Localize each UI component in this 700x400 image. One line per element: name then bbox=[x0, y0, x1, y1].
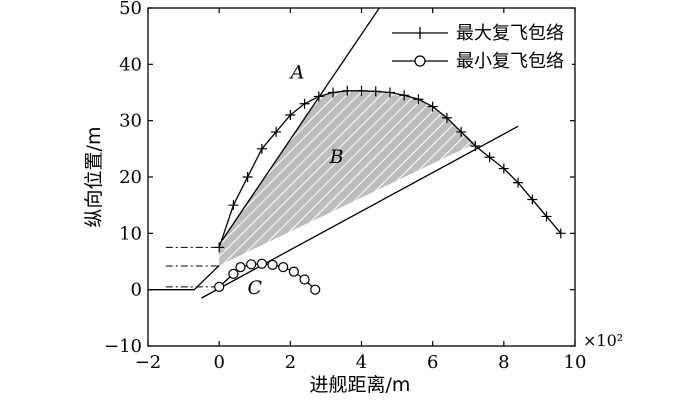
series-max-point-5 bbox=[285, 110, 296, 121]
series-max-point-16 bbox=[441, 112, 452, 123]
x-tick-label-6: 10 bbox=[564, 352, 587, 373]
upper-boundary-line bbox=[218, 8, 380, 245]
series-min-point-2 bbox=[235, 262, 246, 273]
series-max-point-9 bbox=[342, 85, 353, 96]
series-min-point-0 bbox=[214, 281, 225, 292]
y-tick-label-3: 20 bbox=[119, 167, 142, 188]
series-min-point-4 bbox=[256, 258, 267, 269]
y-tick-label-5: 40 bbox=[119, 54, 142, 75]
series-max-point-3 bbox=[256, 143, 267, 154]
series-max-point-24 bbox=[555, 228, 566, 239]
series-min-point-1 bbox=[228, 268, 239, 279]
legend-marker-min bbox=[414, 55, 426, 67]
series-max-point-10 bbox=[356, 85, 367, 96]
legend-label-min: 最小复飞包络 bbox=[456, 51, 564, 72]
series-max-point-4 bbox=[271, 126, 282, 137]
series-min-point-3 bbox=[246, 259, 257, 270]
x-axis-scale-note: ×10² bbox=[583, 331, 623, 350]
series-max-point-11 bbox=[370, 86, 381, 97]
series-max-point-2 bbox=[242, 172, 253, 182]
series-max-point-8 bbox=[328, 87, 339, 98]
axes bbox=[147, 7, 576, 347]
series-max-point-22 bbox=[527, 194, 538, 205]
x-tick-label-2: 2 bbox=[285, 352, 296, 373]
series-max-point-20 bbox=[498, 163, 509, 174]
series-max-point-6 bbox=[299, 98, 310, 109]
series-max-point-1 bbox=[228, 200, 239, 211]
legend-box bbox=[382, 14, 572, 78]
x-tick-label-0: −2 bbox=[135, 352, 162, 373]
plot-area bbox=[148, 8, 566, 299]
series-min-point-5 bbox=[267, 259, 278, 270]
series-max-point-15 bbox=[427, 101, 438, 112]
y-tick-label-1: 0 bbox=[131, 280, 142, 301]
series-max-point-13 bbox=[399, 90, 410, 101]
series-max-point-19 bbox=[484, 152, 495, 163]
series-min-point-6 bbox=[278, 262, 289, 273]
annotation-A: A bbox=[289, 61, 305, 83]
series-max-point-18 bbox=[470, 141, 481, 152]
y-tick-label-2: 10 bbox=[119, 223, 142, 244]
y-tick-label-0: −10 bbox=[104, 336, 142, 357]
base-link-line bbox=[193, 264, 220, 291]
legend: 最大复飞包络 最小复飞包络 bbox=[382, 14, 572, 78]
legend-label-max: 最大复飞包络 bbox=[456, 23, 564, 44]
series-max-point-23 bbox=[541, 211, 552, 222]
series-max-point-12 bbox=[384, 87, 395, 98]
series-max-point-21 bbox=[513, 177, 524, 188]
x-tick-label-1: 0 bbox=[213, 352, 224, 373]
series-max-point-7 bbox=[313, 91, 324, 102]
tick-labels: A B C −2 0 2 4 6 8 10 −10 0 10 20 30 40 50 bbox=[104, 0, 586, 373]
series-max-point-14 bbox=[413, 94, 424, 105]
series-min-point-9 bbox=[310, 284, 321, 295]
x-tick-label-5: 8 bbox=[498, 352, 509, 373]
shaded-region bbox=[219, 90, 476, 266]
y-axis-title: 纵向位置/m bbox=[83, 127, 105, 228]
annotation-C: C bbox=[247, 277, 262, 299]
x-tick-label-3: 4 bbox=[356, 352, 367, 373]
series-max-point-0 bbox=[214, 242, 225, 253]
series-min-point-8 bbox=[299, 274, 310, 285]
lower-boundary-line bbox=[201, 125, 519, 299]
y-tick-label-6: 50 bbox=[119, 0, 142, 19]
x-tick-label-4: 6 bbox=[427, 352, 438, 373]
y-tick-label-4: 30 bbox=[119, 111, 142, 132]
series-max-point-17 bbox=[456, 126, 467, 137]
annotation-B: B bbox=[329, 146, 344, 168]
x-axis-title: 进舰距离/m bbox=[310, 374, 411, 396]
series-min-point-7 bbox=[288, 266, 299, 277]
